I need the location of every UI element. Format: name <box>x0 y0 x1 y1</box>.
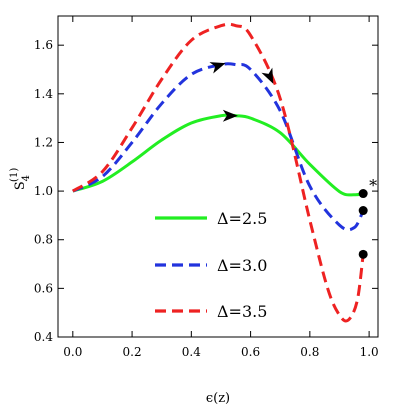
legend-label-2: Δ=3.0 <box>217 256 267 275</box>
legend-label-3: Δ=3.5 <box>217 302 267 321</box>
series-endpoint-1 <box>358 189 368 199</box>
series-arrow-1 <box>222 109 238 122</box>
legend-label-1: Δ=2.5 <box>217 209 267 228</box>
y-tick-label: 0.6 <box>34 281 53 295</box>
x-axis-title: ϵ(z) <box>206 391 230 406</box>
markers-layer: * <box>209 62 377 259</box>
series-arrow-3 <box>261 67 274 84</box>
y-axis-ticks: 0.4 0.6 0.8 1.0 1.2 1.4 1.6 <box>34 38 378 344</box>
y-axis-title-base: S <box>13 181 28 190</box>
y-tick-label: 0.4 <box>34 330 53 344</box>
series-line-3 <box>71 22 365 323</box>
y-axis-title-subscript: 4 <box>21 175 32 181</box>
series-endpoint-3 <box>358 249 368 259</box>
legend: Δ=2.5 Δ=3.0 Δ=3.5 <box>155 209 267 321</box>
y-tick-label: 1.0 <box>34 184 53 198</box>
x-tick-label: 0.0 <box>63 345 82 359</box>
x-tick-label: 1.0 <box>360 345 379 359</box>
y-tick-label: 1.2 <box>34 135 53 149</box>
series-endpoint-2 <box>358 206 368 216</box>
series-line-2 <box>72 62 365 232</box>
x-tick-label: 0.2 <box>123 345 142 359</box>
plot-frame <box>57 15 379 338</box>
y-axis-title-superscript: (1) <box>9 168 20 182</box>
y-axis-title: S4(1) <box>9 168 32 191</box>
x-tick-label: 0.6 <box>241 345 260 359</box>
series-arrow-2 <box>209 62 226 74</box>
point-annotation: * <box>369 176 377 195</box>
x-tick-label: 0.4 <box>182 345 201 359</box>
y-tick-label: 0.8 <box>34 233 53 247</box>
x-tick-label: 0.8 <box>300 345 319 359</box>
y-tick-label: 1.6 <box>34 38 53 52</box>
x-axis-ticks: 0.0 0.2 0.4 0.6 0.8 1.0 <box>63 16 379 359</box>
y-tick-label: 1.4 <box>34 87 53 101</box>
